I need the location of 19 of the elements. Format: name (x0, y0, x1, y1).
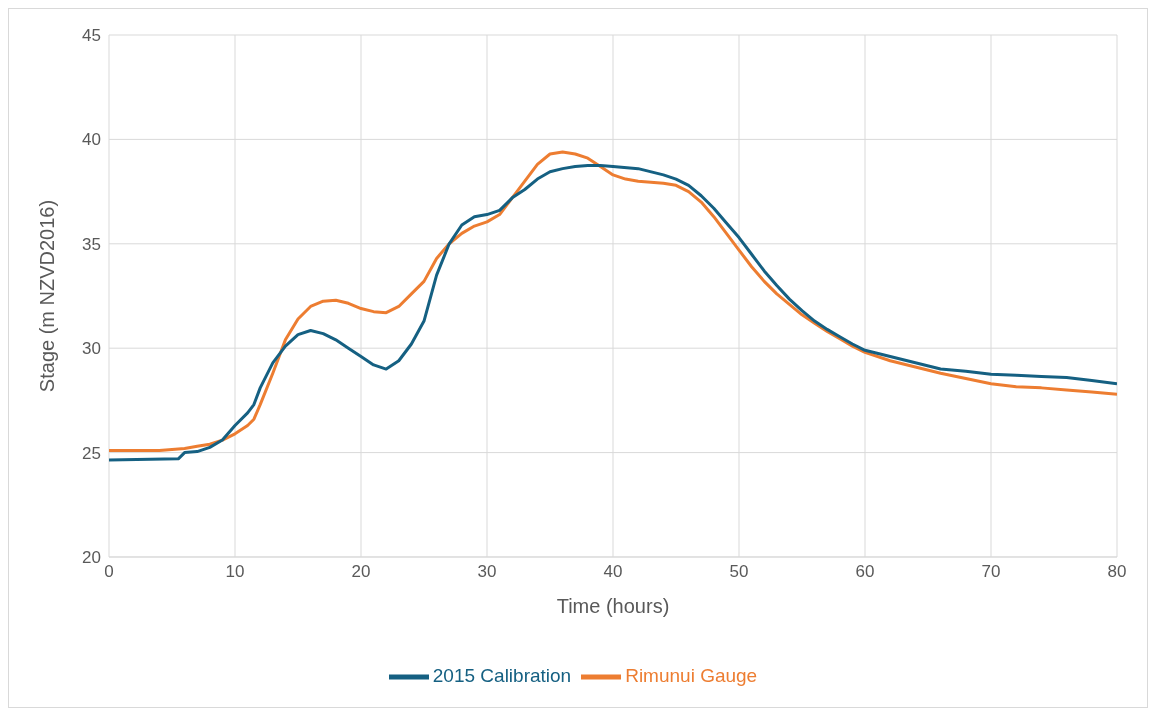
y-tick-label: 20 (82, 548, 101, 568)
y-tick-label: 35 (82, 234, 101, 254)
y-tick-label: 40 (82, 130, 101, 150)
x-tick-label: 30 (477, 562, 497, 582)
x-tick-label: 40 (603, 562, 623, 582)
x-tick-label: 50 (729, 562, 749, 582)
y-tick-label: 25 (82, 443, 101, 463)
x-axis-title: Time (hours) (556, 595, 670, 617)
x-tick-label: 0 (104, 562, 114, 582)
legend-label: Rimunui Gauge (625, 665, 758, 687)
x-tick-label: 10 (225, 562, 245, 582)
x-tick-label: 60 (855, 562, 875, 582)
x-tick-label: 70 (981, 562, 1001, 582)
y-tick-label: 45 (82, 26, 101, 46)
legend-label: 2015 Calibration (432, 665, 572, 687)
y-axis-title: Stage (m NZVD2016) (36, 199, 59, 393)
x-tick-label: 80 (1107, 562, 1127, 582)
x-tick-label: 20 (351, 562, 371, 582)
y-tick-label: 30 (82, 339, 101, 359)
